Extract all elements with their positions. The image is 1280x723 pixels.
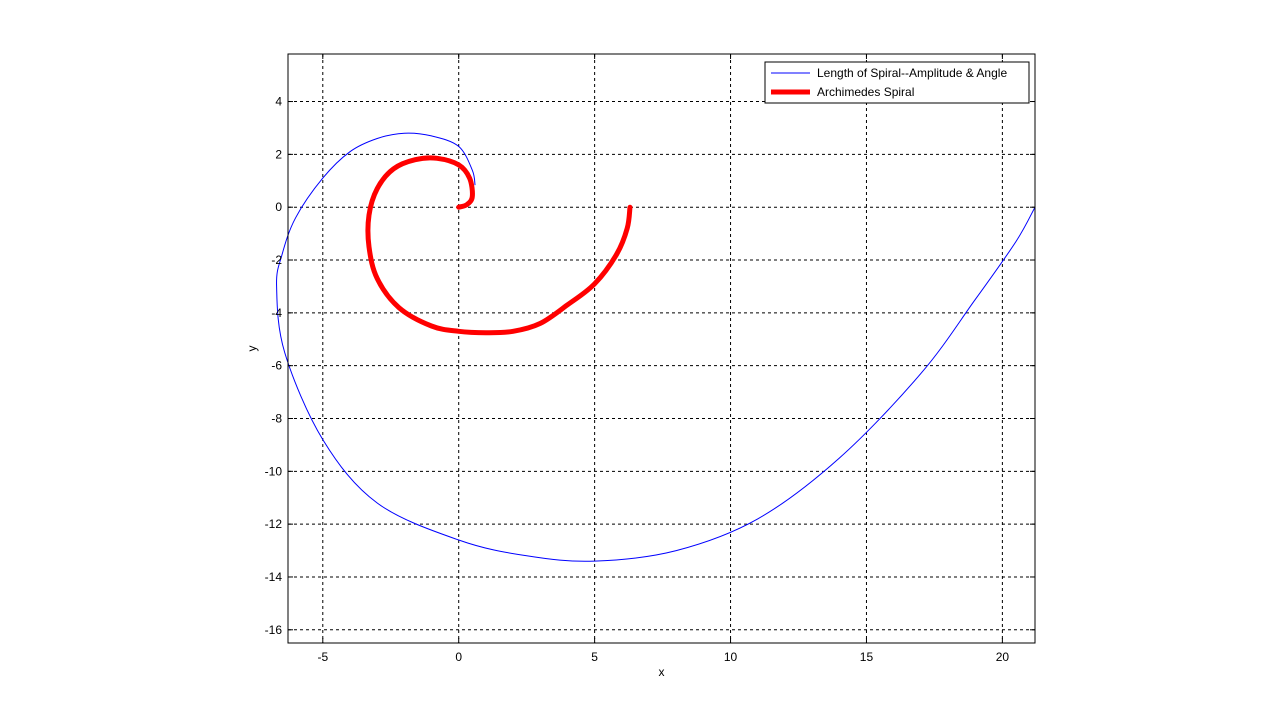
x-tick-label: 5 — [591, 650, 598, 664]
x-tick-label: 0 — [455, 650, 462, 664]
y-tick-label: -4 — [271, 306, 282, 320]
plot-area — [276, 132, 1036, 562]
y-tick-label: -2 — [271, 253, 282, 267]
grid — [288, 54, 1035, 643]
y-tick-label: -8 — [271, 411, 282, 425]
y-tick-label: -6 — [271, 359, 282, 373]
series-length-of-spiral — [276, 132, 1036, 562]
x-tick-label: 20 — [996, 650, 1010, 664]
x-axis-label: x — [659, 665, 665, 679]
legend-box — [764, 61, 1030, 104]
y-tick-label: -12 — [265, 517, 283, 531]
y-tick-label: 0 — [275, 200, 282, 214]
ticks: -5 0 5 10 15 20 -16 -14 -12 -10 -8 -6 -4 -2 0 2 4 — [265, 54, 1035, 664]
x-tick-label: -5 — [317, 650, 328, 664]
series-archimedes-spiral — [365, 155, 633, 336]
y-tick-label: -14 — [265, 570, 283, 584]
y-tick-label: 2 — [275, 147, 282, 161]
y-tick-label: -16 — [265, 623, 283, 637]
y-axis-label: y — [245, 346, 259, 352]
legend-entry-length-of-spiral: Length of Spiral--Amplitude & Angle — [817, 66, 1007, 80]
legend-entry-archimedes-spiral: Archimedes Spiral — [817, 85, 914, 99]
x-tick-label: 10 — [724, 650, 738, 664]
axes-box — [287, 53, 1036, 644]
y-tick-label: 4 — [275, 95, 282, 109]
legend: Length of Spiral--Amplitude & Angle Arch… — [764, 61, 1030, 104]
y-tick-label: -10 — [265, 464, 283, 478]
x-tick-label: 15 — [860, 650, 874, 664]
